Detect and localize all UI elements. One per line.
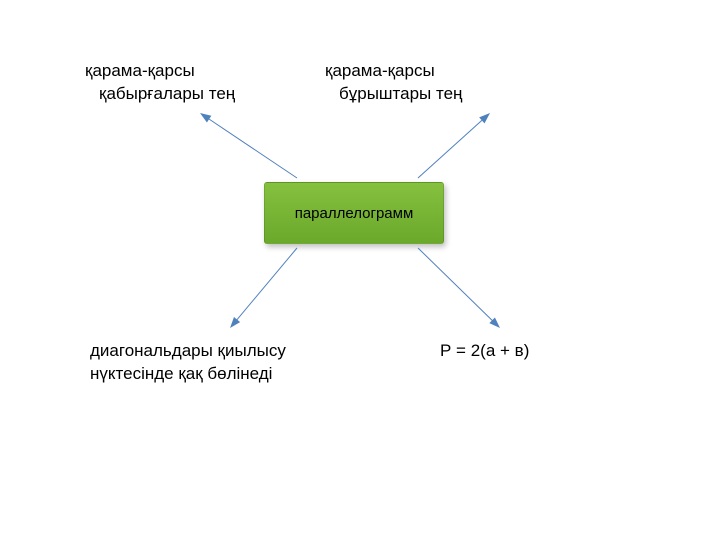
label-tr-line2: бұрыштары тең	[325, 83, 462, 106]
label-bl-line2: нүктесінде қақ бөлінеді	[90, 363, 286, 386]
label-tl-line1: қарама-қарсы	[85, 60, 235, 83]
label-tr-line1: қарама-қарсы	[325, 60, 462, 83]
center-node-label: параллелограмм	[295, 205, 414, 222]
center-node-parallelogram: параллелограмм	[264, 182, 444, 244]
label-tl-line2: қабырғалары тең	[85, 83, 235, 106]
label-top-left: қарама-қарсы қабырғалары тең	[85, 60, 235, 106]
label-bl-line1: диагональдары қиылысу	[90, 340, 286, 363]
label-br-line1: Р = 2(а + в)	[440, 340, 529, 363]
label-bottom-left: диагональдары қиылысу нүктесінде қақ бөл…	[90, 340, 286, 386]
label-top-right: қарама-қарсы бұрыштары тең	[325, 60, 462, 106]
label-bottom-right: Р = 2(а + в)	[440, 340, 529, 363]
